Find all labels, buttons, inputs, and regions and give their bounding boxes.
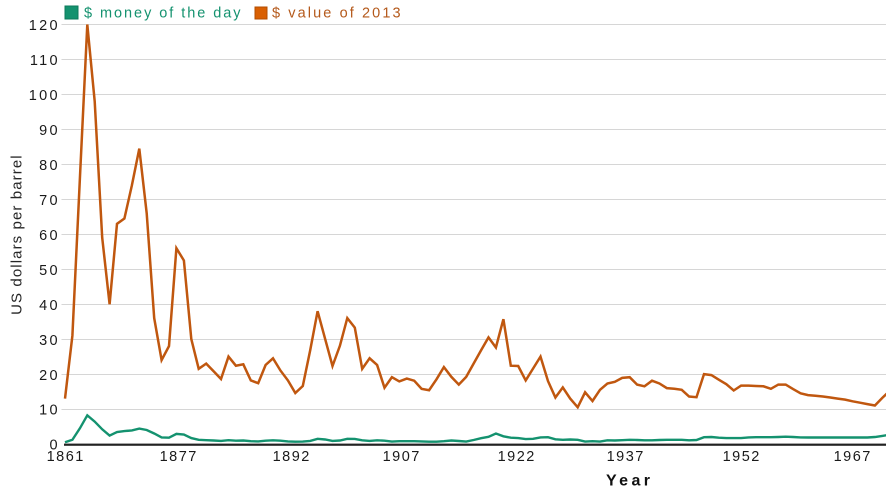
svg-text:40: 40 [39,298,60,314]
svg-text:10: 10 [39,403,60,419]
svg-text:70: 70 [39,193,60,209]
svg-text:1877: 1877 [160,449,198,465]
svg-text:80: 80 [39,158,60,174]
svg-text:1937: 1937 [607,449,645,465]
svg-text:90: 90 [39,123,60,139]
svg-text:20: 20 [39,368,60,384]
svg-text:1967: 1967 [834,449,872,465]
svg-text:$ money of the day: $ money of the day [84,6,242,22]
svg-text:Year: Year [606,473,653,490]
svg-text:$ value of 2013: $ value of 2013 [272,6,403,22]
svg-text:60: 60 [39,228,60,244]
svg-text:110: 110 [30,53,60,69]
svg-text:1952: 1952 [723,449,761,465]
svg-text:1861: 1861 [47,449,85,465]
svg-text:50: 50 [39,263,60,279]
svg-text:US dollars per barrel: US dollars per barrel [9,154,26,315]
svg-text:30: 30 [39,333,60,349]
svg-text:1922: 1922 [498,449,536,465]
svg-text:0: 0 [50,438,60,454]
svg-text:100: 100 [29,88,60,104]
svg-text:1907: 1907 [383,449,421,465]
svg-text:1892: 1892 [273,449,311,465]
svg-text:120: 120 [29,18,60,34]
